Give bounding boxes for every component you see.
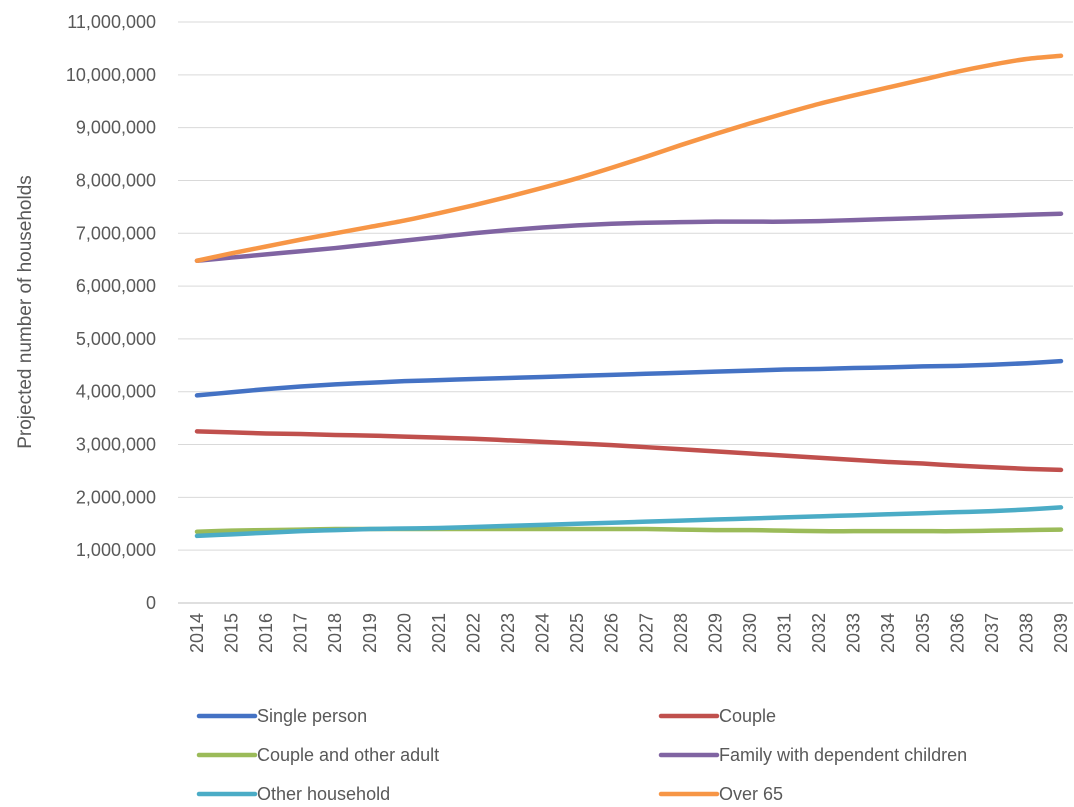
y-tick-label: 10,000,000	[66, 65, 156, 85]
x-tick-label: 2029	[705, 613, 725, 653]
x-tick-label: 2021	[429, 613, 449, 653]
legend-label: Other household	[257, 784, 390, 804]
y-tick-label: 9,000,000	[76, 118, 156, 138]
legend: Single person Couple Couple and other adul…	[196, 706, 967, 804]
y-tick-label: 4,000,000	[76, 382, 156, 402]
legend-label: Family with dependent children	[719, 745, 967, 765]
legend-label: Couple	[719, 706, 776, 726]
x-tick-label: 2016	[256, 613, 276, 653]
y-tick-label: 11,000,000	[67, 12, 156, 32]
x-tick-label: 2020	[394, 613, 414, 653]
x-tick-label: 2023	[498, 613, 518, 653]
legend-item-single-person: Single person	[196, 706, 367, 726]
x-tick-label: 2028	[671, 613, 691, 653]
y-axis-title: Projected number of households	[15, 175, 36, 449]
legend-item-other-household: Other household	[196, 784, 390, 804]
y-tick-label: 1,000,000	[76, 540, 156, 560]
y-tick-label: 7,000,000	[76, 223, 156, 243]
series-line-single-person	[194, 358, 1064, 398]
y-tick-label: 3,000,000	[76, 435, 156, 455]
y-tick-label: 2,000,000	[76, 487, 156, 507]
y-tick-label: 5,000,000	[76, 329, 156, 349]
legend-item-family-with-dependent-children: Family with dependent children	[658, 745, 967, 765]
legend-item-couple-and-other-adult: Couple and other adult	[196, 745, 439, 765]
x-tick-label: 2030	[740, 613, 760, 653]
x-tick-label: 2018	[325, 613, 345, 653]
legend-label: Single person	[257, 706, 367, 726]
x-tick-label: 2034	[878, 613, 898, 653]
x-tick-label: 2033	[844, 613, 864, 653]
x-tick-label: 2017	[291, 613, 311, 653]
x-tick-label: 2015	[222, 613, 242, 653]
x-axis-tick-labels: 2014 2015 2016 2017 2018 2019 2020 2021 2022 2023…	[187, 613, 1071, 653]
x-tick-label: 2026	[602, 613, 622, 653]
x-tick-label: 2035	[913, 613, 933, 653]
legend-item-over-65: Over 65	[658, 784, 783, 804]
y-tick-label: 0	[146, 593, 156, 613]
x-tick-label: 2038	[1016, 613, 1036, 653]
x-tick-label: 2036	[947, 613, 967, 653]
series-line-over-65	[194, 53, 1064, 263]
series-line-other-household	[194, 505, 1064, 539]
y-axis-tick-labels: 0 1,000,000 2,000,000 3,000,000 4,000,000 5,0…	[66, 12, 156, 613]
x-tick-label: 2025	[567, 613, 587, 653]
x-tick-label: 2027	[636, 613, 656, 653]
legend-label: Over 65	[719, 784, 783, 804]
x-tick-label: 2032	[809, 613, 829, 653]
x-tick-label: 2014	[187, 613, 207, 653]
x-tick-label: 2024	[533, 613, 553, 653]
y-tick-label: 8,000,000	[76, 170, 156, 190]
x-tick-label: 2019	[360, 613, 380, 653]
x-tick-label: 2039	[1051, 613, 1071, 653]
legend-item-couple: Couple	[658, 706, 776, 726]
legend-label: Couple and other adult	[257, 745, 439, 765]
series-line-couple	[194, 429, 1064, 473]
x-tick-label: 2031	[775, 613, 795, 653]
y-tick-label: 6,000,000	[76, 276, 156, 296]
x-tick-label: 2022	[463, 613, 483, 653]
x-tick-label: 2037	[982, 613, 1002, 653]
series-line-family-with-dependent-children	[194, 211, 1064, 263]
series-lines	[194, 53, 1064, 539]
gridlines	[178, 21, 1073, 604]
